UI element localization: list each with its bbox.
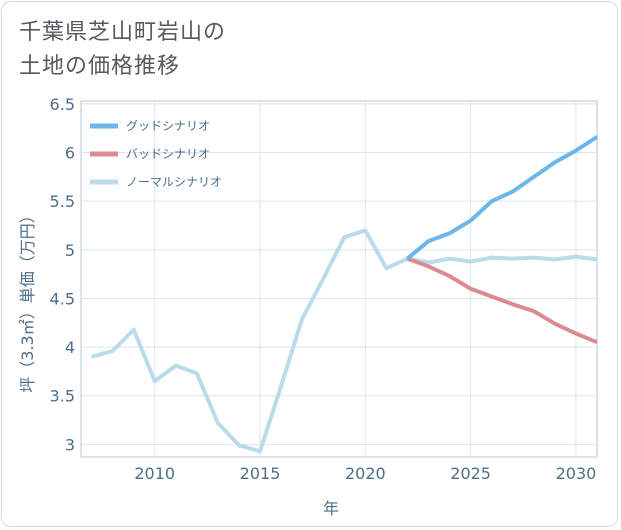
x-tick-label: 2020	[345, 464, 386, 483]
title-line-1: 千葉県芝山町岩山の	[19, 20, 227, 45]
plot-area	[80, 100, 598, 458]
legend-label-2: ノーマルシナリオ	[126, 175, 222, 189]
x-axis-ticks: 2010 2015 2020 2025 2030	[134, 464, 596, 483]
title-line-2: 土地の価格推移	[19, 54, 181, 79]
series-lines	[90, 135, 599, 454]
grid-lines	[81, 101, 597, 457]
x-tick-label: 2025	[450, 464, 491, 483]
y-tick-label: 4	[65, 338, 75, 357]
series-line-2	[90, 228, 598, 454]
legend-label-1: バッドシナリオ	[126, 147, 210, 161]
x-tick-label: 2015	[240, 464, 281, 483]
y-tick-label: 3.5	[50, 387, 75, 406]
legend-label-0: グッドシナリオ	[126, 119, 210, 133]
y-tick-label: 6	[65, 144, 75, 163]
y-tick-label: 6.5	[50, 95, 75, 114]
y-tick-label: 3	[65, 435, 75, 454]
y-tick-label: 4.5	[50, 289, 75, 308]
y-tick-label: 5.5	[50, 192, 75, 211]
y-axis-ticks: 3 3.5 4 4.5 5 5.5 6 6.5	[50, 95, 75, 454]
x-axis-title: 年	[323, 499, 339, 518]
y-tick-label: 5	[65, 241, 75, 260]
x-tick-label: 2030	[556, 464, 597, 483]
series-line-0	[406, 135, 599, 261]
page-title: 千葉県芝山町岩山の 土地の価格推移	[19, 16, 226, 84]
x-tick-label: 2010	[134, 464, 175, 483]
y-axis-title: 坪（3.3㎡）単価（万円）	[18, 207, 37, 392]
series-line-1	[406, 256, 598, 345]
